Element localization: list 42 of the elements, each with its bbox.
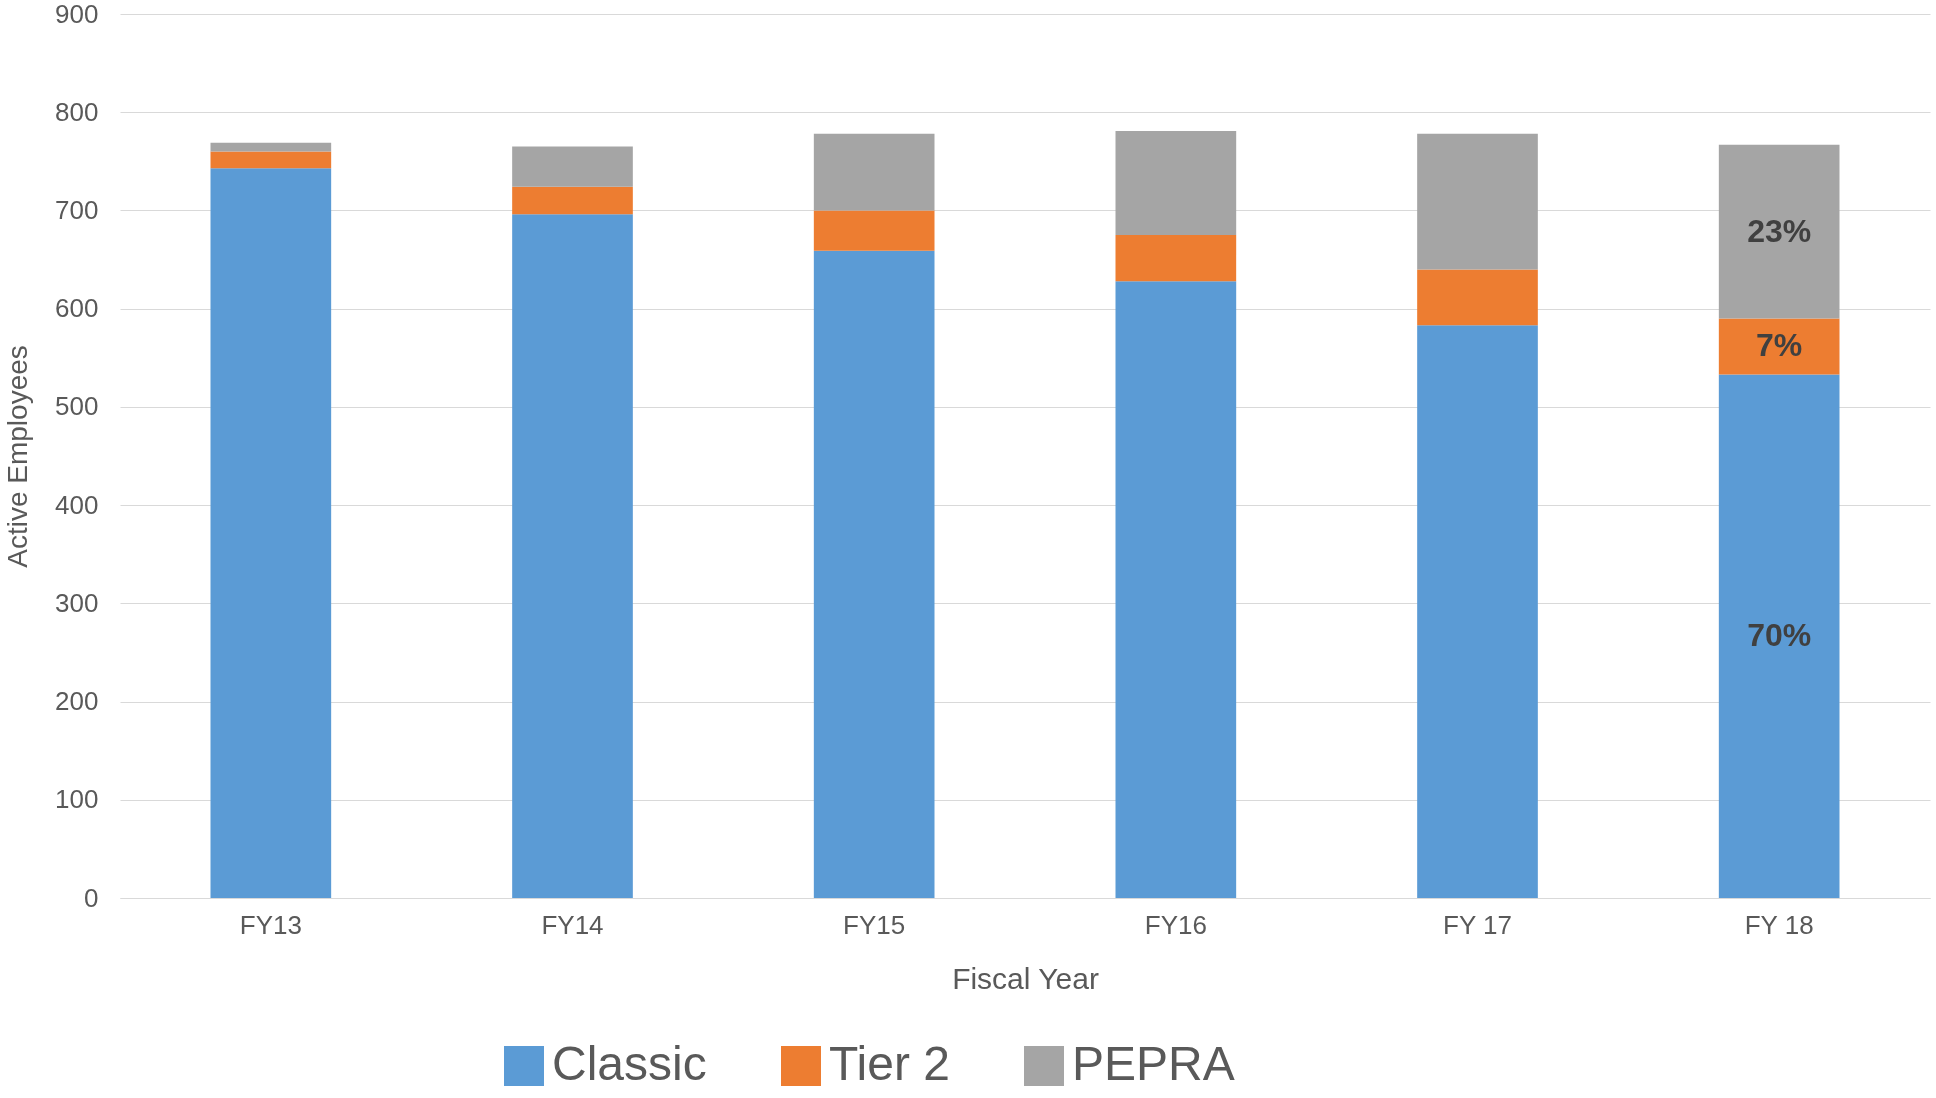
- x-tick-label: FY 17: [1443, 909, 1512, 940]
- y-tick-label: 600: [55, 293, 99, 324]
- bar: [813, 210, 935, 251]
- annotation: 70%: [1747, 617, 1812, 654]
- y-tick-label: 300: [55, 587, 99, 618]
- y-tick-label: 100: [55, 784, 99, 815]
- x-tick-label: FY14: [541, 909, 604, 940]
- legend-label: PEPRA: [1072, 1037, 1235, 1090]
- y-tick-label: 400: [55, 489, 99, 520]
- y-tick-label: 900: [55, 0, 99, 29]
- bar: [813, 250, 935, 898]
- y-tick-label: 200: [55, 686, 99, 717]
- bar: [512, 146, 633, 187]
- y-tick-label: 0: [84, 882, 99, 913]
- annotation: 23%: [1747, 212, 1812, 249]
- annotation: 7%: [1756, 327, 1803, 364]
- bar: [1417, 325, 1538, 898]
- legend-label: Tier 2: [829, 1037, 950, 1090]
- bar: [1718, 318, 1840, 375]
- bar: [1115, 235, 1237, 282]
- bar: [1417, 269, 1538, 326]
- bar: [512, 214, 633, 898]
- x-tick-label: FY13: [239, 909, 302, 940]
- y-axis-title: Active Employees: [2, 345, 34, 568]
- bar: [210, 168, 332, 898]
- bar: [210, 151, 332, 169]
- bar: [1417, 133, 1538, 270]
- x-tick-label: FY 18: [1744, 909, 1814, 940]
- x-axis-title: Fiscal Year: [952, 961, 1099, 995]
- y-tick-label: 500: [55, 391, 99, 422]
- bar: [1115, 130, 1237, 235]
- bar: [1718, 144, 1840, 319]
- legend-label: Classic: [552, 1037, 707, 1090]
- bar: [1718, 374, 1840, 898]
- x-tick-label: FY15: [843, 909, 906, 940]
- x-tick-label: FY16: [1144, 909, 1207, 940]
- bar: [210, 142, 332, 152]
- y-tick-label: 800: [55, 96, 99, 127]
- y-tick-label: 700: [55, 194, 99, 225]
- bar: [1115, 281, 1237, 898]
- bar: [512, 186, 633, 215]
- bar: [813, 133, 935, 211]
